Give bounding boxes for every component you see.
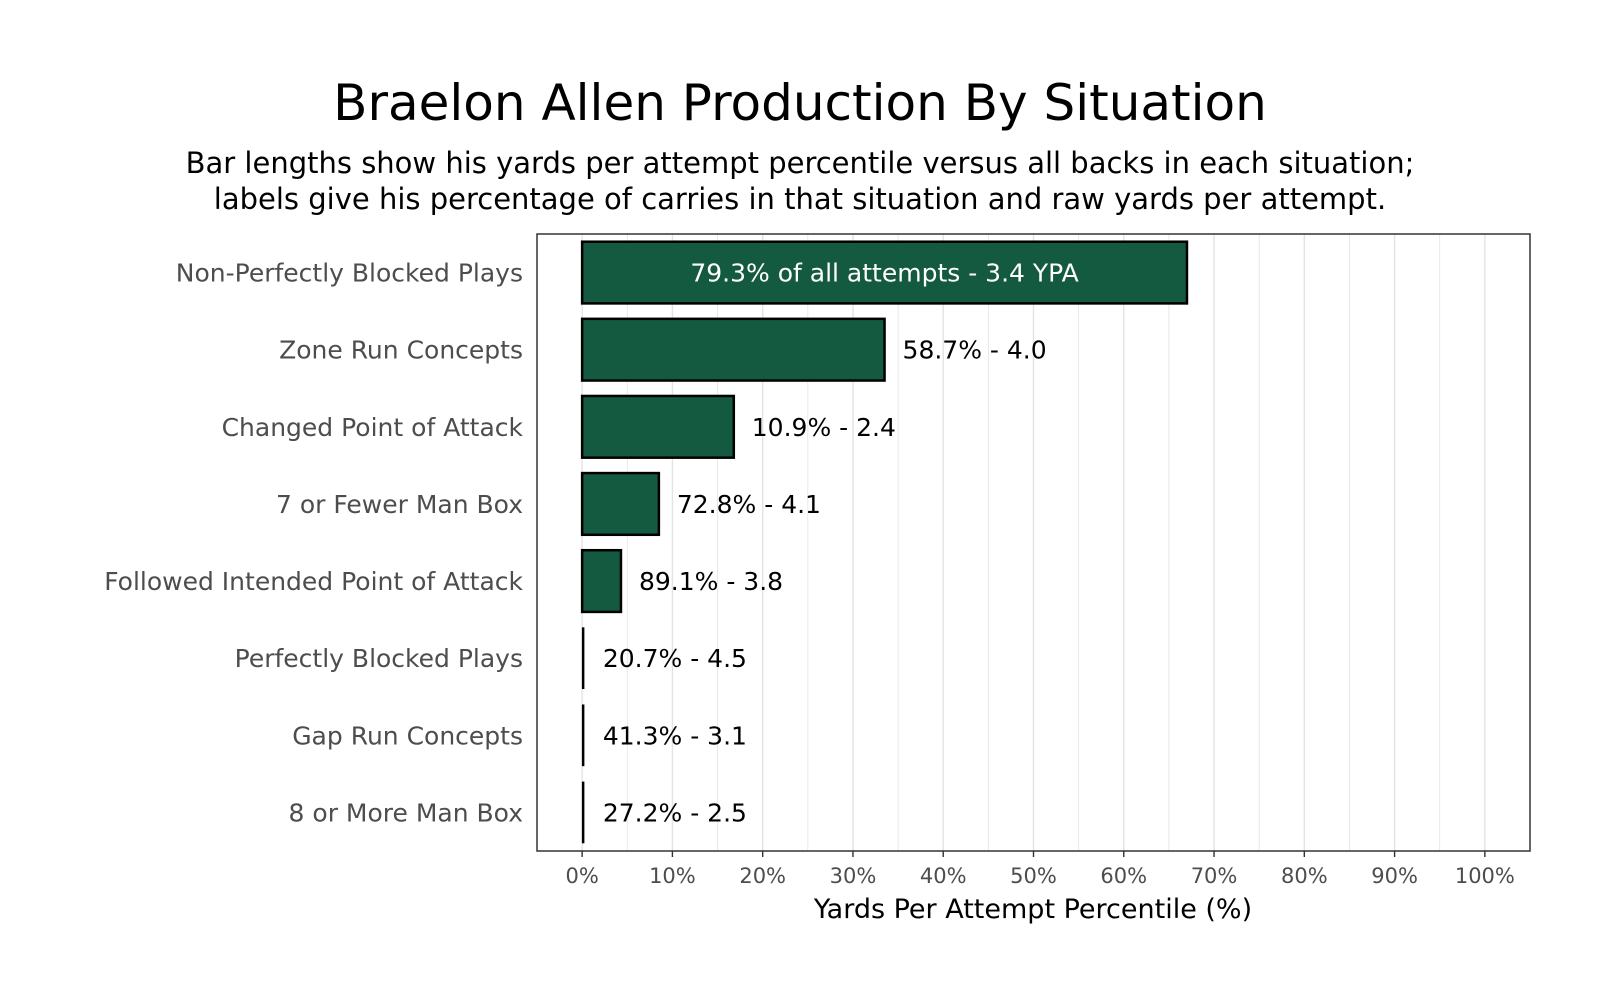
category-label: Changed Point of Attack <box>222 413 524 442</box>
x-axis-ticks: 0% 10% 20% 30% 40% 50% 60% 70% 80% 90% 100% <box>565 851 1515 888</box>
x-tick-label: 80% <box>1281 864 1328 888</box>
plot-panel-border <box>536 233 1531 852</box>
data-label: 20.7% - 4.5 <box>603 644 747 673</box>
data-label: 41.3% - 3.1 <box>603 721 747 750</box>
category-label: Non-Perfectly Blocked Plays <box>176 259 523 288</box>
chart-title: Braelon Allen Production By Situation <box>333 74 1267 132</box>
data-label: 89.1% - 3.8 <box>639 567 783 596</box>
x-tick-label: 90% <box>1371 864 1418 888</box>
chart-subtitle-line-2: labels give his percentage of carries in… <box>214 182 1386 216</box>
data-label: 10.9% - 2.4 <box>752 413 896 442</box>
x-tick-label: 0% <box>565 864 598 888</box>
category-labels: Non-Perfectly Blocked Plays Zone Run Conc… <box>104 259 523 828</box>
category-label: Perfectly Blocked Plays <box>235 644 523 673</box>
x-tick-label: 60% <box>1100 864 1147 888</box>
data-label: 27.2% - 2.5 <box>603 798 747 827</box>
category-label: Followed Intended Point of Attack <box>104 567 523 596</box>
data-label: 58.7% - 4.0 <box>903 336 1047 365</box>
x-tick-label: 100% <box>1455 864 1515 888</box>
x-axis-title: Yards Per Attempt Percentile (%) <box>813 894 1252 925</box>
bar <box>580 317 886 382</box>
bar <box>580 548 623 614</box>
x-tick-label: 20% <box>739 864 786 888</box>
category-label: 8 or More Man Box <box>289 798 523 827</box>
chart-subtitle-line-1: Bar lengths show his yards per attempt p… <box>186 146 1415 180</box>
data-labels: 79.3% of all attempts - 3.4 YPA 58.7% - 4… <box>603 259 1079 828</box>
x-tick-label: 50% <box>1010 864 1057 888</box>
bar <box>580 240 1189 305</box>
category-label: Gap Run Concepts <box>292 721 523 750</box>
x-tick-label: 30% <box>830 864 877 888</box>
x-tick-label: 40% <box>920 864 967 888</box>
x-tick-label: 70% <box>1191 864 1238 888</box>
category-label: Zone Run Concepts <box>279 336 523 365</box>
bar <box>580 394 736 459</box>
data-label: 79.3% of all attempts - 3.4 YPA <box>690 259 1078 288</box>
bar <box>580 471 661 537</box>
x-tick-label: 10% <box>649 864 696 888</box>
data-label: 72.8% - 4.1 <box>677 490 821 519</box>
category-label: 7 or Fewer Man Box <box>276 490 523 519</box>
bars <box>580 240 1189 844</box>
